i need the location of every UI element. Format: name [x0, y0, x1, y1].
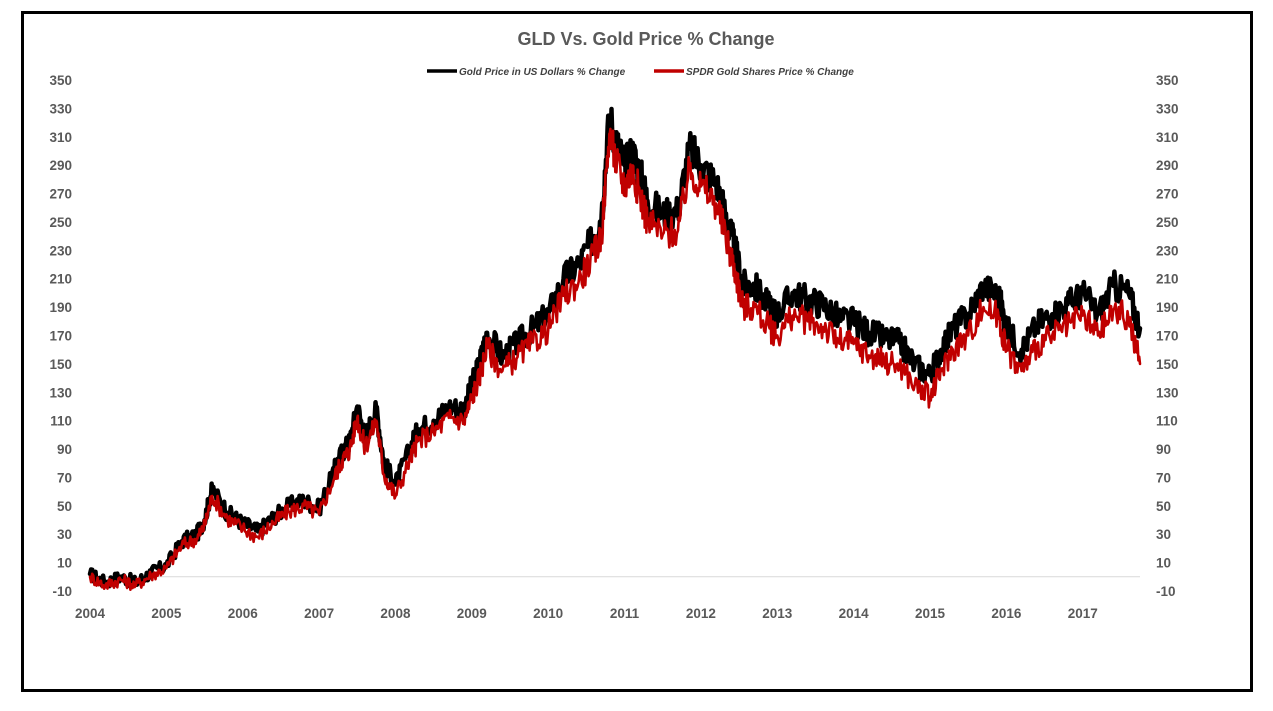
y-tick-left-11: 210: [49, 272, 72, 287]
x-tick-9: 2013: [762, 606, 793, 621]
chart-canvas: GLD Vs. Gold Price % Change Gold Price i…: [49, 29, 1179, 621]
y-tick-left-18: 350: [49, 73, 72, 88]
y-tick-left-7: 130: [49, 385, 72, 400]
y-tick-right-14: 270: [1156, 187, 1179, 202]
y-tick-right-18: 350: [1156, 73, 1179, 88]
y-tick-right-10: 190: [1156, 300, 1179, 315]
series-line-1: [88, 127, 1142, 591]
x-tick-11: 2015: [915, 606, 946, 621]
y-tick-right-9: 170: [1156, 329, 1179, 344]
y-tick-left-16: 310: [49, 130, 72, 145]
y-tick-right-3: 50: [1156, 499, 1171, 514]
x-tick-4: 2008: [380, 606, 411, 621]
legend-label-gold: Gold Price in US Dollars % Change: [459, 67, 626, 78]
series-layer: [87, 106, 1143, 591]
x-tick-10: 2014: [839, 606, 870, 621]
y-axis-right: -10 10 30 50 70 90 110 130 150 170 190 210 230 250 270…: [1156, 73, 1179, 599]
x-axis: 2004 2005 2006 2007 2008 2009 2010 2011 2012 2013…: [75, 576, 1140, 621]
y-tick-left-1: 10: [57, 556, 72, 571]
y-tick-left-6: 110: [50, 414, 72, 429]
y-tick-right-4: 70: [1156, 470, 1171, 485]
legend-label-gld: SPDR Gold Shares Price % Change: [686, 67, 854, 78]
chart-frame: GLD Vs. Gold Price % Change Gold Price i…: [21, 11, 1253, 692]
x-tick-7: 2011: [610, 606, 640, 621]
y-tick-left-9: 170: [49, 329, 72, 344]
y-tick-right-8: 150: [1156, 357, 1179, 372]
x-tick-6: 2010: [533, 606, 563, 621]
series-line-0: [87, 106, 1143, 589]
y-tick-right-17: 330: [1156, 101, 1179, 116]
y-tick-right-2: 30: [1156, 527, 1171, 542]
y-tick-left-8: 150: [49, 357, 72, 372]
y-tick-left-10: 190: [49, 300, 72, 315]
legend: Gold Price in US Dollars % Change SPDR G…: [427, 67, 854, 78]
y-tick-left-13: 250: [49, 215, 72, 230]
x-tick-0: 2004: [75, 606, 106, 621]
y-tick-right-16: 310: [1156, 130, 1179, 145]
y-tick-left-15: 290: [49, 158, 72, 173]
y-axis-left: -10 10 30 50 70 90 110 130 150 170 190 210 230 250 270…: [49, 73, 72, 599]
y-tick-right-11: 210: [1156, 272, 1179, 287]
x-tick-2: 2006: [228, 606, 259, 621]
y-tick-left-4: 70: [57, 470, 72, 485]
y-tick-right-1: 10: [1156, 556, 1171, 571]
y-tick-right-7: 130: [1156, 385, 1179, 400]
x-tick-3: 2007: [304, 606, 334, 621]
y-tick-left-3: 50: [57, 499, 72, 514]
x-tick-5: 2009: [457, 606, 487, 621]
y-tick-left-0: -10: [52, 584, 72, 599]
y-tick-left-2: 30: [57, 527, 72, 542]
y-tick-right-13: 250: [1156, 215, 1179, 230]
x-tick-13: 2017: [1068, 606, 1098, 621]
y-tick-left-17: 330: [49, 101, 72, 116]
x-tick-1: 2005: [151, 606, 182, 621]
y-tick-right-5: 90: [1156, 442, 1171, 457]
chart-title: GLD Vs. Gold Price % Change: [517, 29, 774, 49]
y-tick-left-14: 270: [49, 187, 72, 202]
y-tick-left-5: 90: [57, 442, 72, 457]
x-tick-8: 2012: [686, 606, 716, 621]
y-tick-right-0: -10: [1156, 584, 1176, 599]
y-tick-left-12: 230: [49, 243, 72, 258]
y-tick-right-12: 230: [1156, 243, 1179, 258]
y-tick-right-6: 110: [1156, 414, 1178, 429]
y-tick-right-15: 290: [1156, 158, 1179, 173]
x-tick-12: 2016: [991, 606, 1022, 621]
